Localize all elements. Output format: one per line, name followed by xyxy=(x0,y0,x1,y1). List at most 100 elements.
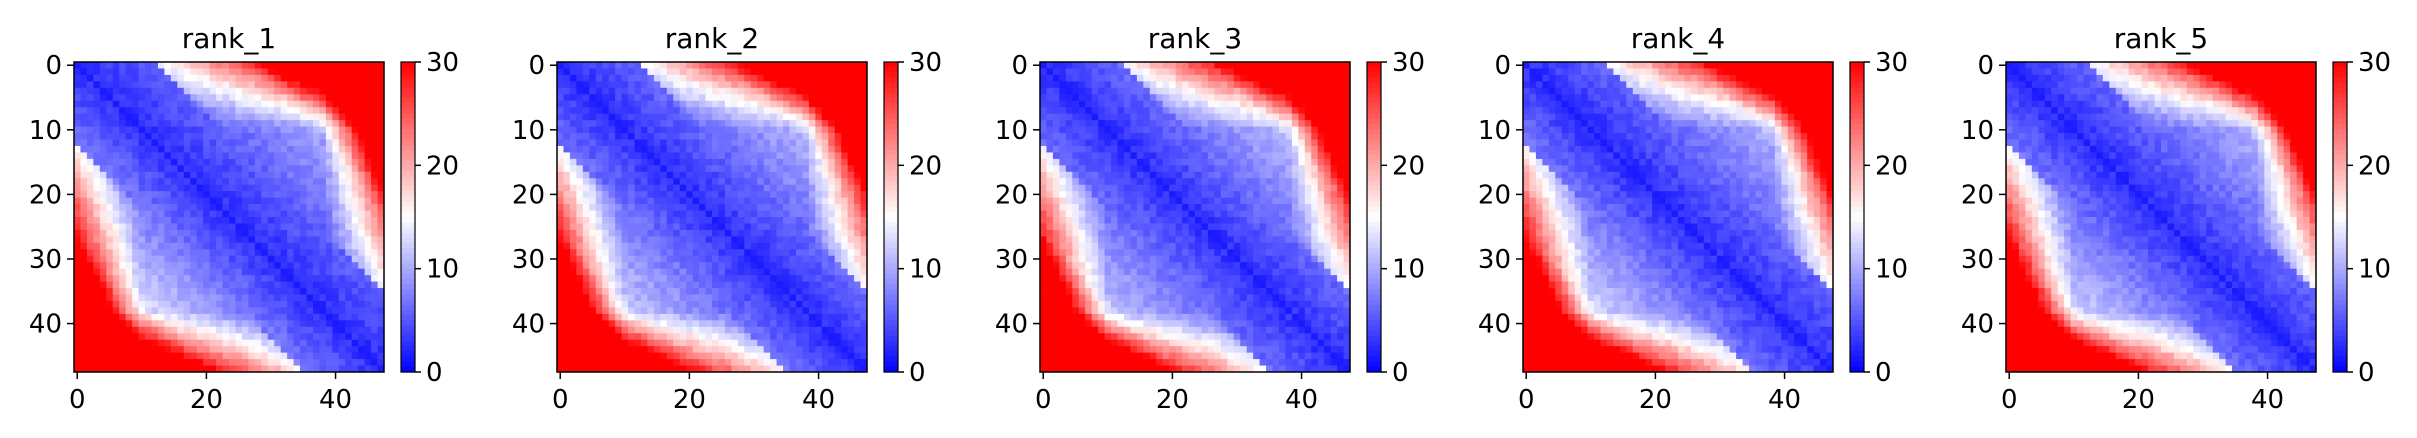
heatmap-cell xyxy=(287,197,294,205)
heatmap-cell xyxy=(319,81,327,89)
heatmap-cell xyxy=(371,268,378,276)
heatmap-cell xyxy=(287,359,294,366)
heatmap-cell xyxy=(371,307,378,315)
heatmap-cell xyxy=(177,294,185,302)
heatmap-cell xyxy=(1330,62,1338,69)
heatmap-cell xyxy=(177,210,185,218)
heatmap-cell xyxy=(196,191,204,199)
heatmap-cell xyxy=(183,158,191,166)
heatmap-cell xyxy=(125,126,133,134)
heatmap-cell xyxy=(834,320,842,328)
heatmap-cell xyxy=(815,281,823,289)
heatmap-cell xyxy=(80,249,88,257)
heatmap-cell xyxy=(795,242,803,250)
heatmap-cell xyxy=(183,229,191,237)
heatmap-cell xyxy=(1078,62,1086,69)
heatmap-cell xyxy=(1298,68,1306,76)
heatmap-cell xyxy=(177,178,185,186)
heatmap-cell xyxy=(744,255,752,263)
heatmap-cell xyxy=(647,81,655,89)
heatmap-cell xyxy=(589,275,597,282)
heatmap-cell xyxy=(783,94,790,102)
heatmap-cell xyxy=(640,249,648,257)
heatmap-cell xyxy=(248,178,256,186)
heatmap-cell xyxy=(795,171,803,179)
heatmap-cell xyxy=(209,210,217,218)
colorbar-segment xyxy=(884,356,898,363)
heatmap-cell xyxy=(666,171,674,179)
heatmap-cell xyxy=(170,126,178,134)
heatmap-cell xyxy=(1052,81,1060,89)
heatmap-cell xyxy=(203,288,211,295)
heatmap-cell xyxy=(589,229,597,237)
heatmap-cell xyxy=(802,191,810,199)
heatmap-cell xyxy=(300,210,307,218)
heatmap-cell xyxy=(692,236,700,244)
heatmap-cell xyxy=(712,191,719,199)
heatmap-cell xyxy=(1162,74,1170,82)
colorbar-segment xyxy=(401,62,415,68)
heatmap-cell xyxy=(731,68,739,76)
heatmap-cell xyxy=(757,126,765,134)
heatmap-cell xyxy=(802,229,810,237)
heatmap-cell xyxy=(595,62,603,69)
heatmap-cell xyxy=(653,365,661,373)
heatmap-cell xyxy=(589,210,597,218)
heatmap-cell xyxy=(847,133,855,140)
heatmap-cell xyxy=(177,262,185,270)
heatmap-cell xyxy=(783,171,790,179)
heatmap-cell xyxy=(125,281,133,289)
heatmap-cell xyxy=(608,107,616,115)
heatmap-cell xyxy=(699,178,706,186)
heatmap-cell xyxy=(112,346,120,354)
heatmap-cell xyxy=(80,68,88,76)
heatmap-cell xyxy=(332,184,340,192)
heatmap-cell xyxy=(125,171,133,179)
heatmap-cell xyxy=(177,307,185,315)
heatmap-cell xyxy=(615,171,622,179)
heatmap-cell xyxy=(203,145,211,153)
heatmap-cell xyxy=(860,152,868,160)
heatmap-cell xyxy=(802,268,810,276)
heatmap-cell xyxy=(1246,74,1254,82)
heatmap-cell xyxy=(557,68,564,76)
heatmap-cell xyxy=(190,294,198,302)
heatmap-cell xyxy=(563,242,571,250)
heatmap-cell xyxy=(351,171,359,179)
heatmap-cell xyxy=(634,158,642,166)
heatmap-cell xyxy=(241,294,249,302)
heatmap-cell xyxy=(699,288,706,295)
heatmap-cell xyxy=(576,313,584,321)
heatmap-cell xyxy=(724,346,732,354)
heatmap-cell xyxy=(312,288,320,295)
heatmap-cell xyxy=(106,320,114,328)
heatmap-cell xyxy=(679,81,687,89)
heatmap-cell xyxy=(724,300,732,308)
heatmap-cell xyxy=(371,313,378,321)
heatmap-cell xyxy=(712,359,719,366)
heatmap-cell xyxy=(267,87,275,95)
heatmap-cell xyxy=(854,294,861,302)
heatmap-cell xyxy=(666,320,674,328)
heatmap-cell xyxy=(750,133,758,140)
heatmap-cell xyxy=(132,145,139,153)
heatmap-cell xyxy=(834,229,842,237)
heatmap-cell xyxy=(608,300,616,308)
heatmap-cell xyxy=(1104,74,1112,82)
heatmap-cell xyxy=(280,275,288,282)
heatmap-cell xyxy=(763,87,771,95)
heatmap-cell xyxy=(705,326,713,334)
heatmap-cell xyxy=(119,178,127,186)
heatmap-cell xyxy=(783,223,790,231)
heatmap-cell xyxy=(106,107,114,115)
heatmap-cell xyxy=(306,165,314,173)
heatmap-cell xyxy=(699,191,706,199)
colorbar-segment xyxy=(884,103,898,110)
heatmap-cell xyxy=(860,333,868,341)
heatmap-cell xyxy=(306,81,314,89)
heatmap-cell xyxy=(119,217,127,224)
heatmap-cell xyxy=(821,326,829,334)
heatmap-cell xyxy=(267,81,275,89)
heatmap-cell xyxy=(80,100,88,108)
